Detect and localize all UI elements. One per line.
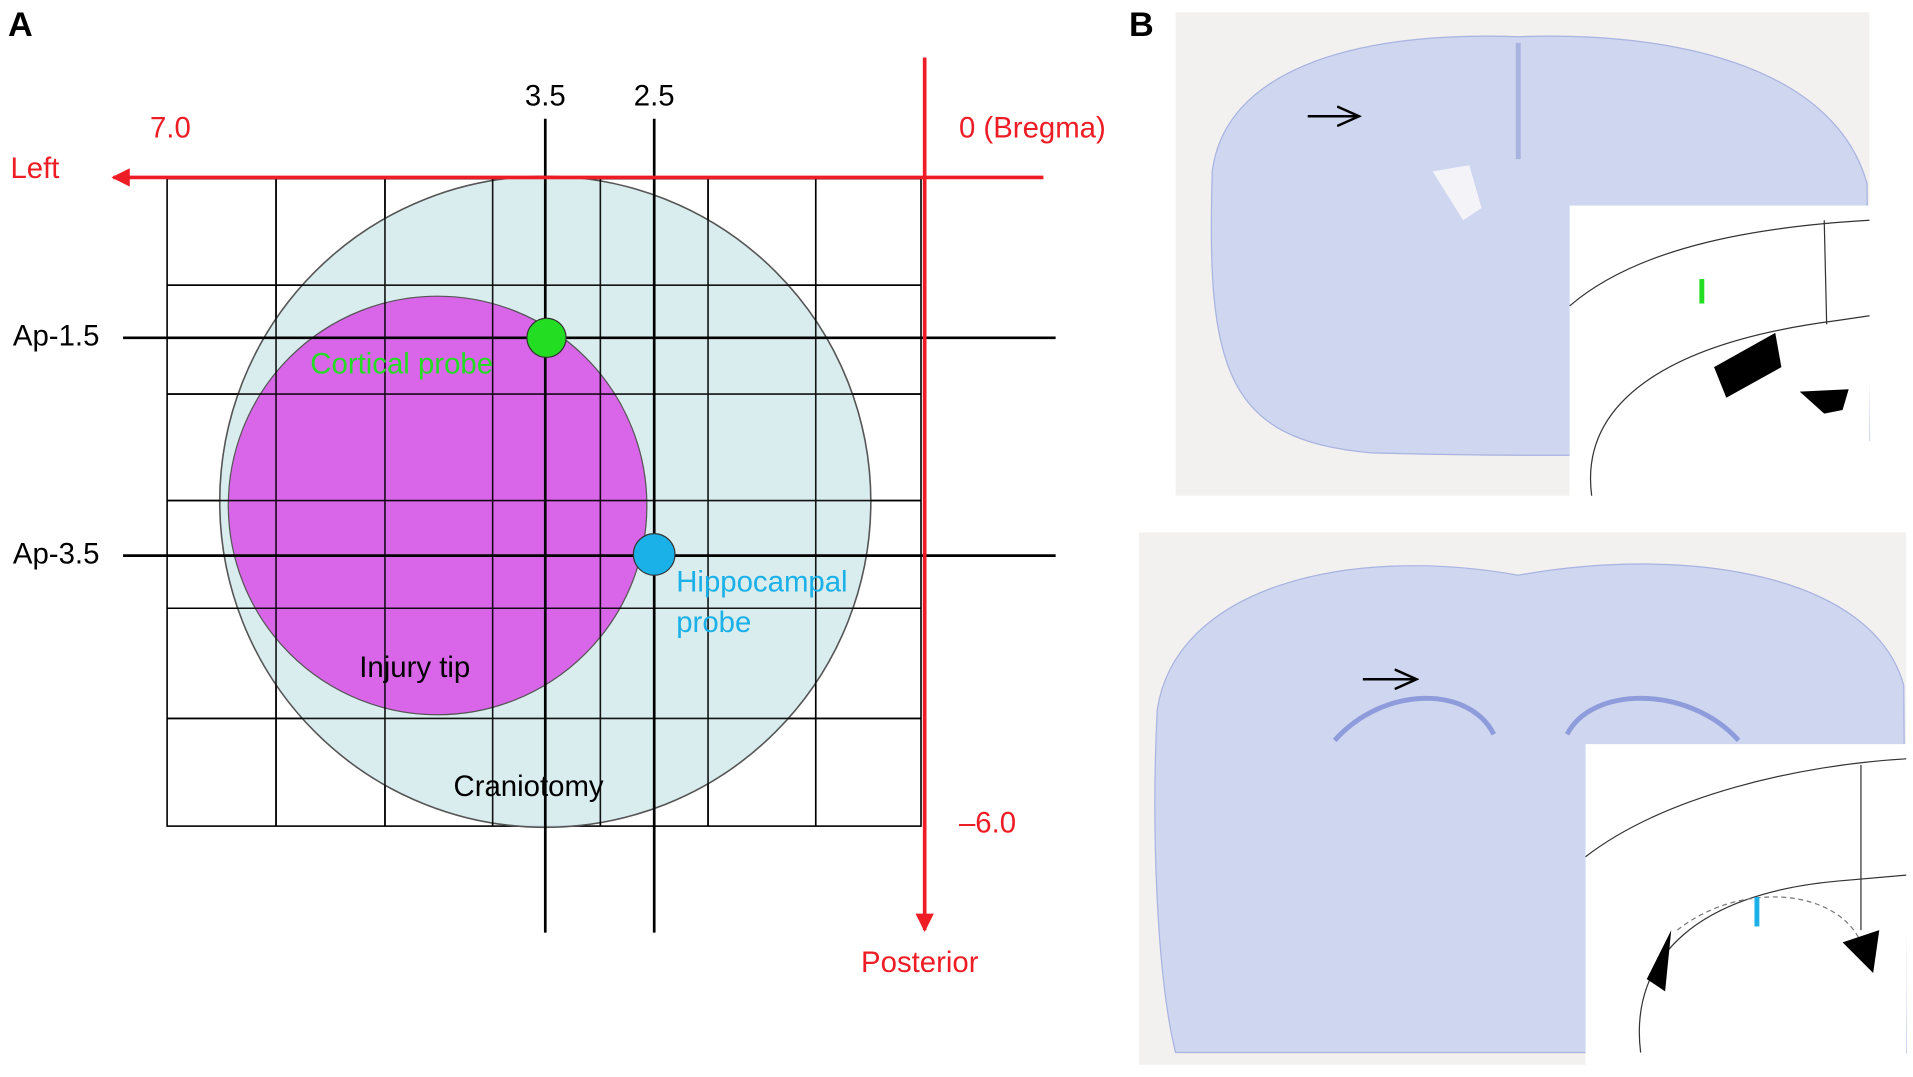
hippocampal-probe-dot bbox=[632, 532, 676, 576]
panel-label: B bbox=[1129, 6, 1154, 44]
cortical-probe-label: Cortical probe bbox=[310, 348, 493, 381]
injury-circle bbox=[227, 295, 648, 716]
posterior-value: –6.0 bbox=[959, 807, 1016, 840]
hippocampal-probe-label: Hippocampal bbox=[676, 566, 847, 599]
x-tick-label: 2.5 bbox=[634, 80, 675, 113]
brain-section-bottom bbox=[1138, 532, 1907, 1065]
x-tick-label: 3.5 bbox=[525, 80, 566, 113]
hippocampal-probe-label: probe bbox=[676, 606, 751, 639]
panel-label: A bbox=[8, 6, 33, 44]
cortical-probe-dot bbox=[526, 317, 567, 358]
left-value: 7.0 bbox=[150, 111, 191, 144]
coordinate-lines bbox=[123, 118, 1056, 933]
brain-section-top bbox=[1175, 12, 1871, 496]
left-axis-label: Left bbox=[10, 152, 59, 185]
posterior-axis-label: Posterior bbox=[861, 946, 979, 979]
ap-label: Ap-1.5 bbox=[13, 320, 100, 353]
origin-label: 0 (Bregma) bbox=[959, 111, 1106, 144]
craniotomy-label: Craniotomy bbox=[453, 770, 603, 803]
injury-tip-label: Injury tip bbox=[359, 651, 470, 684]
ap-label: Ap-3.5 bbox=[13, 537, 100, 570]
